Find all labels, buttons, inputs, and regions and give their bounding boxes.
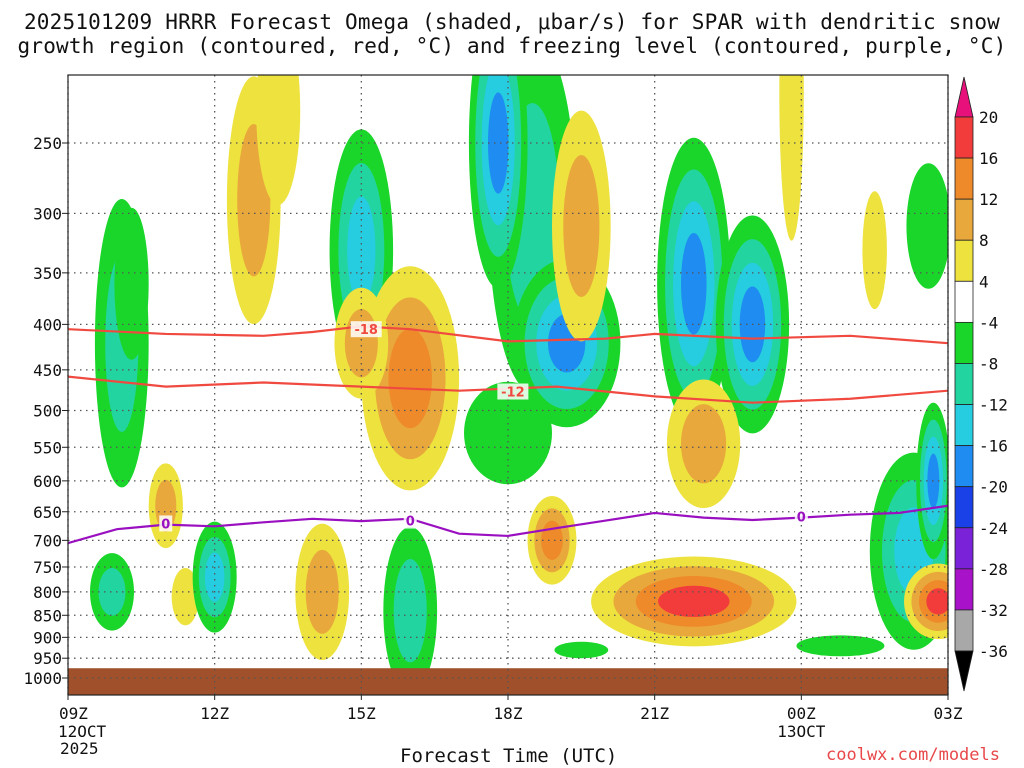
colorbar-label-13: -36 (979, 642, 1008, 661)
colorbar-band-7 (954, 404, 974, 447)
colorbar-label-7: -12 (979, 396, 1008, 415)
omega-cell-10-level-2 (388, 328, 432, 429)
colorbar-label-3: 8 (979, 231, 989, 250)
y-tick-label-750: 750 (33, 558, 62, 577)
contour-label-0: -18 (354, 323, 378, 338)
colorbar-band-9 (954, 486, 974, 529)
colorbar-label-6: -8 (979, 354, 998, 373)
x-tick-label-6: 03Z (934, 704, 963, 723)
x-tick-date-0: 12OCT (58, 722, 107, 741)
colorbar-label-10: -24 (979, 519, 1008, 538)
y-tick-label-400: 400 (33, 315, 62, 334)
y-tick-label-650: 650 (33, 503, 62, 522)
y-tick-label-250: 250 (33, 134, 62, 153)
y-axis: 250 300 350 400 450 500 550 600 650 700 750 800 850 9… (23, 134, 68, 688)
omega-cell-16-level-0 (464, 381, 552, 485)
contour-line-0 (68, 325, 948, 345)
colorbar-label-8: -16 (979, 437, 1008, 456)
contour-label-3: 0 (406, 515, 415, 530)
x-tick-year-0: 2025 (60, 739, 99, 758)
colorbar-label-11: -28 (979, 560, 1008, 579)
colorbar-label-4: 4 (979, 272, 989, 291)
colorbar-band-8 (954, 445, 974, 488)
x-tick-label-4: 21Z (640, 704, 669, 723)
omega-cell-5-level-2 (204, 552, 225, 602)
omega-cell-8-level-1 (305, 549, 339, 634)
y-tick-label-950: 950 (33, 649, 62, 668)
omega-cell-26-level-0 (862, 191, 887, 310)
omega-cell-14-level-3 (488, 92, 509, 194)
y-tick-label-600: 600 (33, 472, 62, 491)
contour-labels: -18 -12 0 0 0 (159, 321, 808, 532)
omega-cell-3-level-0 (171, 568, 200, 626)
omega-cell-11-level-1 (344, 309, 378, 378)
y-tick-label-800: 800 (33, 583, 62, 602)
contour-label-bg-4 (794, 508, 808, 525)
y-tick-label-850: 850 (33, 606, 62, 625)
omega-cell-23-level-0 (554, 641, 609, 659)
colorbar-band-5 (954, 321, 974, 364)
x-axis-title: Forecast Time (UTC) (400, 745, 618, 767)
x-tick-date-5: 13OCT (777, 722, 826, 741)
colorbar: 20 16 12 8 4 -4 -8 -12 -16 -20 -24 -28 -32 -36 (954, 76, 1008, 692)
colorbar-bottom-arrow (954, 650, 974, 692)
colorbar-band-3 (954, 239, 974, 282)
colorbar-band-4 (954, 280, 974, 323)
y-tick-label-300: 300 (33, 204, 62, 223)
contour-label-4: 0 (797, 510, 806, 525)
colorbar-label-2: 12 (979, 190, 998, 209)
omega-cell-0-level-1 (98, 568, 126, 616)
y-tick-label-350: 350 (33, 264, 62, 283)
omega-cell-24-level-0 (796, 635, 885, 657)
colorbar-band-12 (954, 609, 974, 652)
x-tick-label-0: 09Z (59, 704, 88, 723)
y-tick-label-900: 900 (33, 628, 62, 647)
colorbar-label-5: -4 (979, 313, 998, 332)
omega-cell-21-level-1 (680, 404, 727, 484)
contour-label-bg-0 (350, 321, 382, 338)
colorbar-band-1 (954, 157, 974, 200)
colorbar-label-0: 20 (979, 108, 998, 127)
contour-label-bg-2 (159, 515, 173, 532)
y-tick-label-1000: 1000 (23, 669, 62, 688)
y-tick-label-500: 500 (33, 402, 62, 421)
omega-cell-12-level-1 (393, 559, 427, 663)
omega-cell-18-level-1 (563, 155, 600, 298)
y-tick-label-700: 700 (33, 531, 62, 550)
x-tick-label-2: 15Z (347, 704, 376, 723)
colorbar-band-6 (954, 363, 974, 405)
y-tick-label-550: 550 (33, 438, 62, 457)
contour-label-2: 0 (161, 517, 170, 532)
colorbar-label-12: -32 (979, 601, 1008, 620)
omega-cell-30-level-0 (906, 163, 948, 289)
contour-label-bg-1 (497, 383, 529, 400)
omega-cell-22-level-3 (658, 585, 730, 618)
colorbar-band-10 (954, 527, 974, 570)
y-tick-label-450: 450 (33, 361, 62, 380)
x-tick-label-5: 00Z (787, 704, 816, 723)
colorbar-band-0 (954, 116, 974, 159)
colorbar-band-11 (954, 568, 974, 611)
colorbar-band-2 (954, 198, 974, 241)
omega-cell-29-level-3 (926, 588, 948, 615)
omega-cell-19-level-3 (681, 232, 707, 335)
colorbar-label-1: 16 (979, 149, 998, 168)
omega-shading (90, 75, 948, 695)
x-tick-label-1: 12Z (200, 704, 229, 723)
colorbar-label-9: -20 (979, 478, 1008, 497)
omega-cell-7-level-0 (256, 75, 301, 205)
omega-cell-25-level-0 (779, 75, 804, 241)
omega-cell-2-level-0 (114, 207, 149, 360)
colorbar-top-arrow (954, 76, 974, 118)
contour-label-1: -12 (501, 386, 525, 401)
chart-title-line-1: 2025101209 HRRR Forecast Omega (shaded, … (23, 10, 1001, 34)
site-credit: coolwx.com/models (826, 745, 1000, 765)
x-tick-label-3: 18Z (494, 704, 523, 723)
contour-label-bg-3 (403, 512, 417, 529)
chart-title-line-2: growth region (contoured, red, °C) and f… (17, 34, 1007, 58)
